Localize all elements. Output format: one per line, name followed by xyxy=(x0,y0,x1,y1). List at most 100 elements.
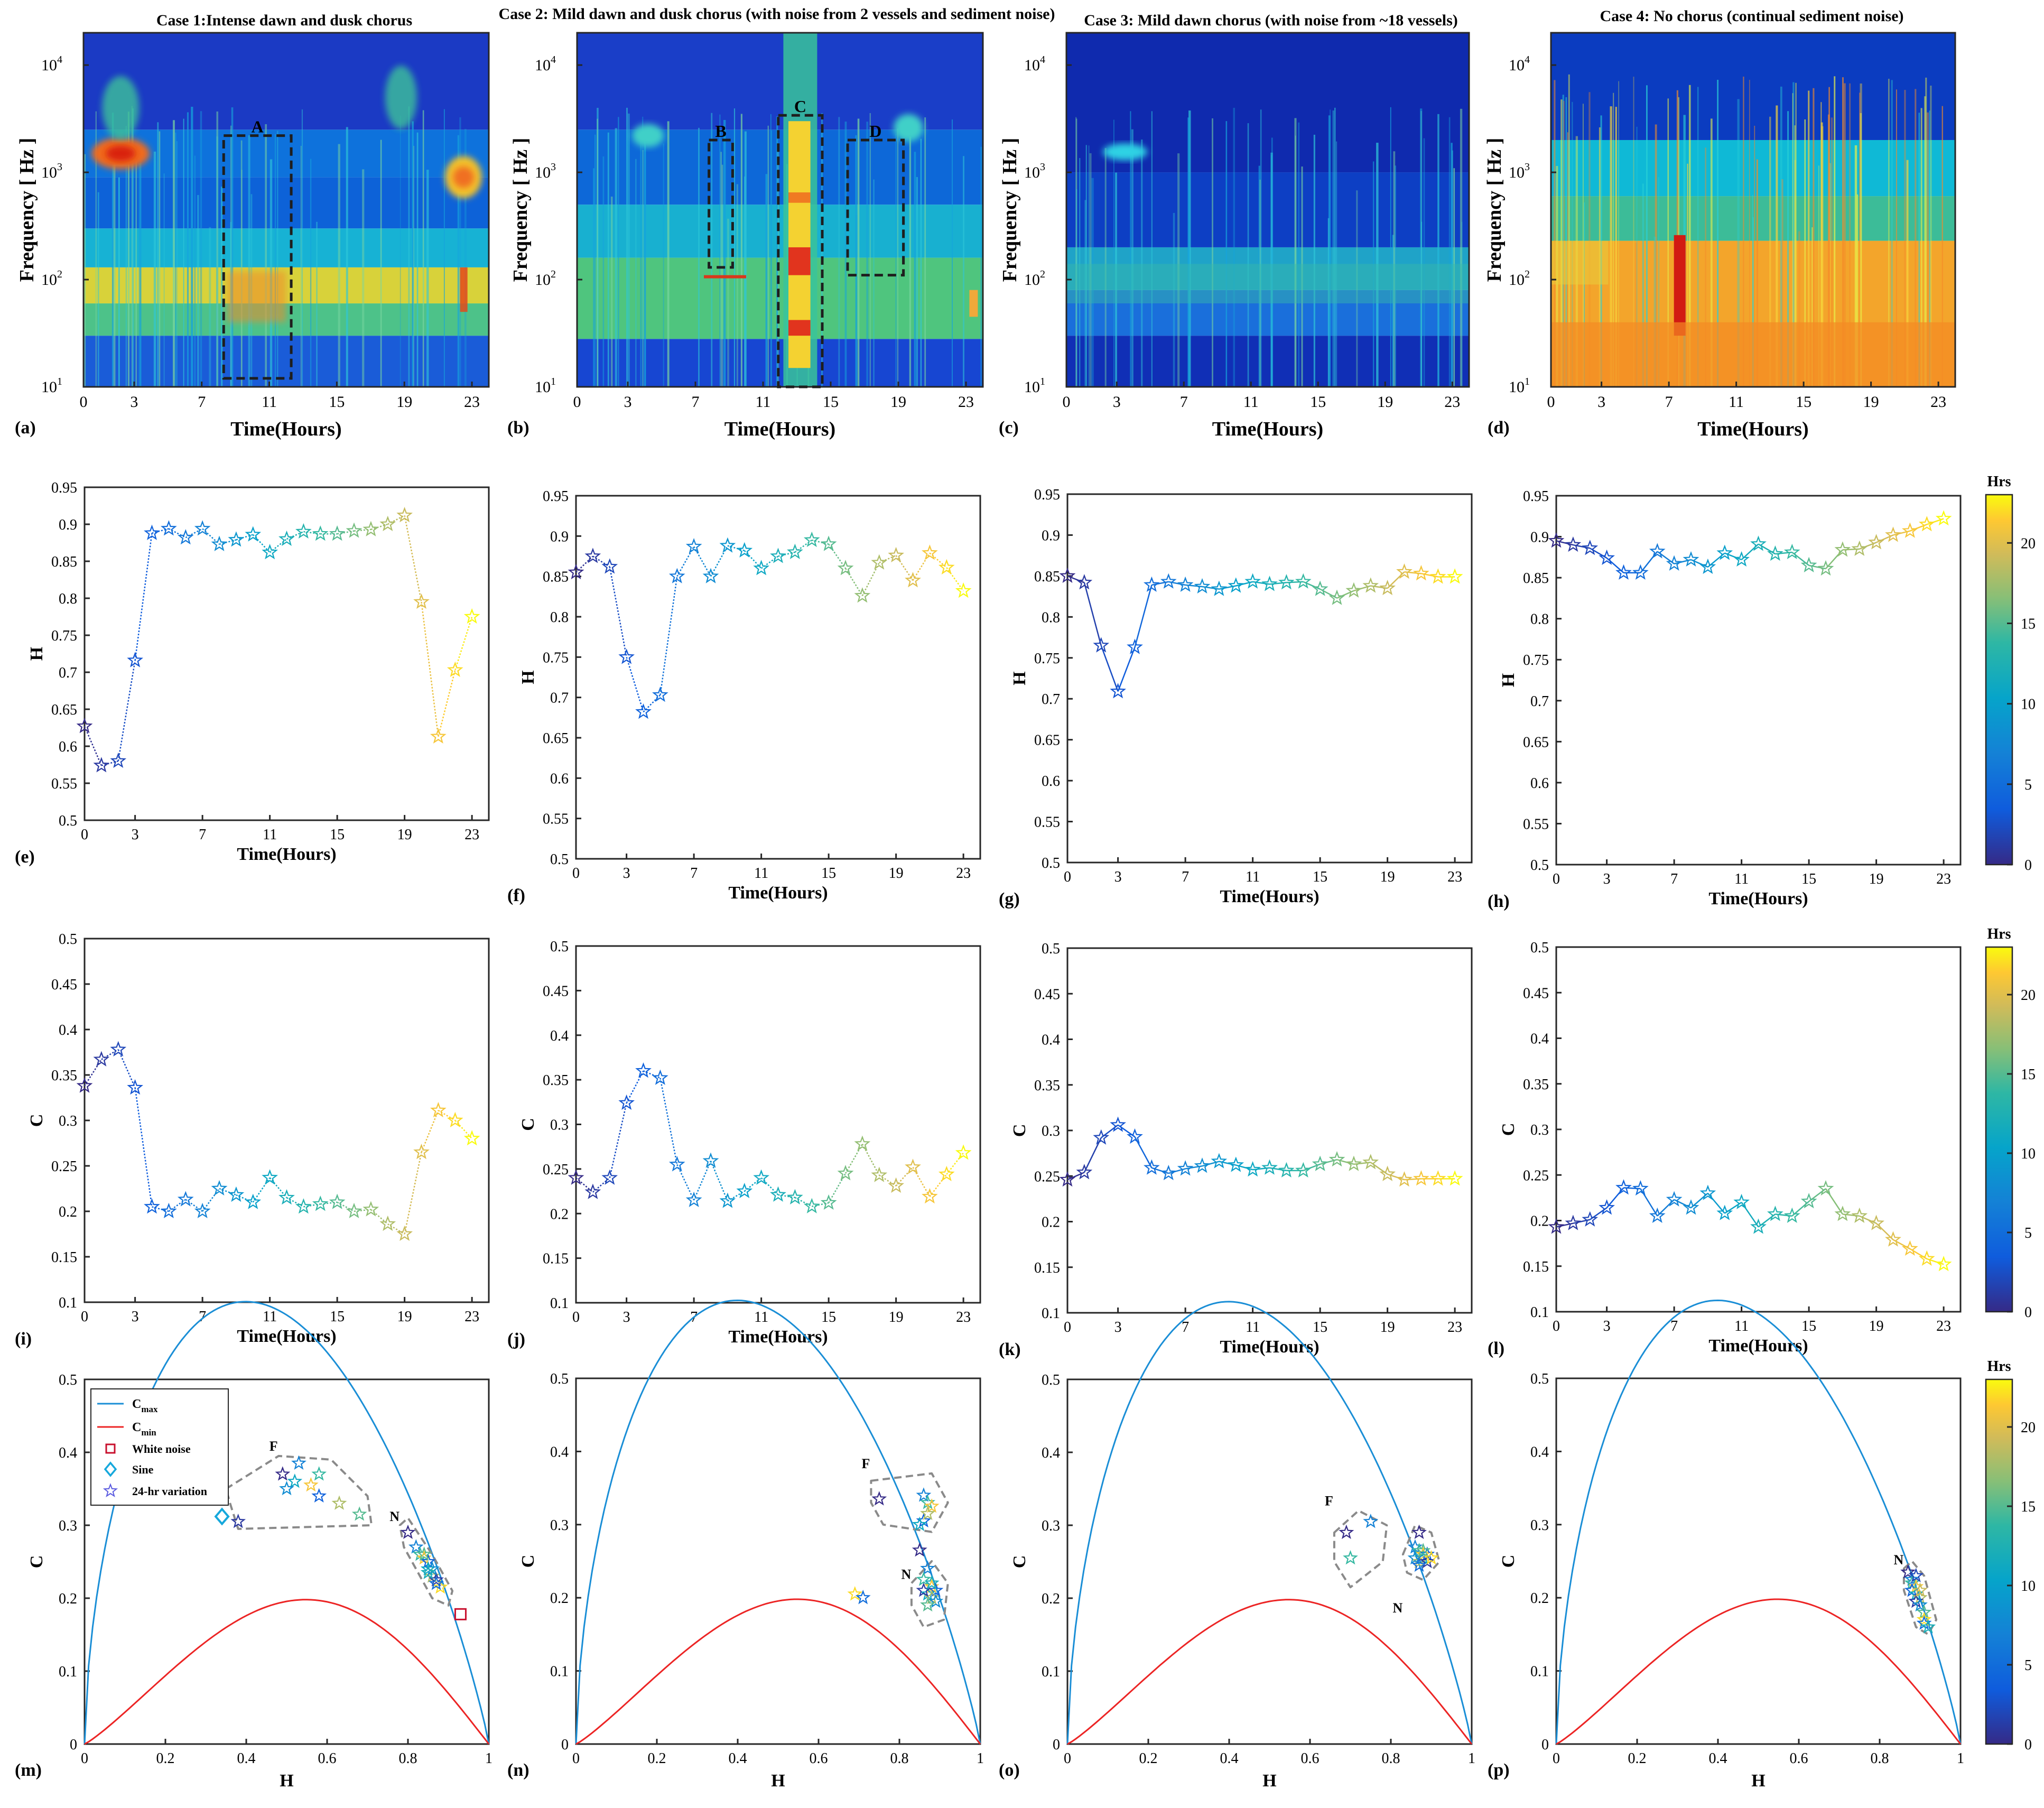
spec-streak xyxy=(1804,119,1806,387)
x-axis-label: Time(Hours) xyxy=(237,845,336,864)
spectrogram-2: 0 3 7 11 15 19 23 101 102 103 104 Time(Hours) Freque… xyxy=(507,32,984,440)
data-point xyxy=(1110,1116,1126,1132)
spec-streak xyxy=(1842,77,1844,387)
plot-frame xyxy=(1066,1378,1473,1745)
spec-streak xyxy=(159,131,161,387)
y-tick-label: 0.65 xyxy=(1034,733,1060,749)
series-line-segment xyxy=(1741,1202,1759,1228)
chorus-core xyxy=(106,145,136,162)
data-point xyxy=(93,1051,110,1067)
legend-cmax-sub: max xyxy=(141,1404,158,1414)
y-tick-label: 102 xyxy=(535,268,556,289)
x-tick-label: 15 xyxy=(330,1309,345,1325)
spec-streak xyxy=(1794,125,1796,387)
x-tick-label: 19 xyxy=(1869,871,1884,887)
spec-band xyxy=(1066,336,1469,387)
series-line-segment xyxy=(676,1164,695,1201)
data-point xyxy=(76,718,93,734)
y-axis-label: C xyxy=(1499,1123,1518,1136)
data-point xyxy=(719,1192,736,1208)
y-tick-label: 0.2 xyxy=(1042,1591,1060,1607)
spec-streak xyxy=(183,118,184,387)
spec-band xyxy=(1066,264,1469,304)
cluster-outline-F xyxy=(225,1454,373,1530)
y-axis-label: C xyxy=(518,1555,538,1568)
colorbar-tick-label: 10 xyxy=(2021,1578,2036,1594)
x-tick-label: 7 xyxy=(1180,393,1188,411)
series-line-segment xyxy=(1825,1188,1843,1215)
spec-streak xyxy=(240,140,243,387)
x-tick-label: 0.4 xyxy=(1709,1750,1727,1767)
y-tick-label: 0.55 xyxy=(1523,816,1549,832)
x-tick-label: 3 xyxy=(1603,871,1611,887)
y-tick-label: 0.1 xyxy=(1530,1664,1549,1680)
y-tick-label: 0.25 xyxy=(1523,1167,1549,1184)
spectrogram-image xyxy=(1066,33,1469,387)
spec-streak xyxy=(1831,117,1833,387)
y-tick-label: 0.2 xyxy=(59,1591,77,1607)
legend-box xyxy=(90,1388,229,1506)
y-tick-label: 0.7 xyxy=(59,665,77,681)
data-point xyxy=(601,1169,618,1185)
x-tick-label: 0 xyxy=(1063,393,1071,411)
spec-streak xyxy=(1843,83,1846,387)
series-line-segment xyxy=(1083,582,1102,646)
spec-band xyxy=(83,228,489,267)
panel-label: (m) xyxy=(15,1760,42,1780)
y-tick-label: 103 xyxy=(1024,161,1045,181)
x-tick-label: 15 xyxy=(1313,869,1327,885)
spec-streak xyxy=(1328,115,1331,387)
panel-label: (h) xyxy=(1488,892,1510,911)
cluster-label-N: N xyxy=(902,1567,912,1582)
x-tick-label: 1 xyxy=(1957,1750,1964,1767)
spec-band xyxy=(83,33,489,130)
spec-streak xyxy=(464,128,467,387)
series-line-segment xyxy=(303,531,321,535)
spec-streak xyxy=(1259,179,1261,387)
x-axis-label: Time(Hours) xyxy=(230,418,341,440)
spec-streak xyxy=(1452,150,1453,387)
x-tick-label: 11 xyxy=(756,393,771,411)
panel-label: (g) xyxy=(999,889,1020,909)
data-point xyxy=(312,1195,329,1211)
y-tick-label: 0.95 xyxy=(1523,488,1549,505)
data-point xyxy=(1244,573,1261,589)
cecp-point xyxy=(1415,1546,1431,1561)
h-plot-4: 0.5 0.55 0.6 0.65 0.7 0.75 0.8 0.85 0.9 0.95 0 3 7 11… xyxy=(1488,488,1962,911)
spec-streak xyxy=(855,135,857,387)
data-point xyxy=(262,1169,278,1185)
y-tick-label: 104 xyxy=(41,54,62,74)
y-tick-label: 0.65 xyxy=(1523,734,1549,750)
data-point xyxy=(888,1177,904,1193)
data-point xyxy=(1177,1160,1194,1176)
data-point xyxy=(702,568,719,583)
cluster-outline-N xyxy=(398,1517,454,1607)
x-tick-label: 11 xyxy=(1729,393,1744,411)
cecp-plot-2: 0 0.1 0.2 0.3 0.4 0.5 0 0.2 0.4 0.6 0.8 1 F N H C (n) xyxy=(507,1299,984,1791)
data-point xyxy=(430,1101,447,1118)
colorbar-tick-label: 15 xyxy=(2021,1067,2036,1083)
x-tick-label: 0.2 xyxy=(1628,1750,1647,1767)
y-tick-label: 0.5 xyxy=(1530,857,1549,874)
data-point xyxy=(736,542,753,558)
data-point xyxy=(1918,516,1935,532)
cluster-outline-N xyxy=(1401,1524,1441,1581)
spec-streak xyxy=(1115,172,1117,387)
y-axis-label: H xyxy=(518,670,538,684)
data-point xyxy=(1429,1170,1446,1186)
y-tick-label: 0.15 xyxy=(1523,1259,1549,1275)
y-tick-label: 0.45 xyxy=(543,983,569,999)
y-tick-label: 0.2 xyxy=(1530,1590,1549,1607)
data-point xyxy=(379,1215,396,1231)
spec-streak xyxy=(1233,108,1235,387)
y-tick-label: 0.4 xyxy=(1042,1445,1060,1461)
series-line-segment xyxy=(1606,1187,1624,1209)
spec-streak xyxy=(1918,113,1920,387)
data-point xyxy=(1783,1207,1800,1223)
y-tick-label: 104 xyxy=(1509,54,1530,74)
spec-streak xyxy=(740,114,742,387)
spec-streak xyxy=(426,170,429,387)
x-tick-label: 0.6 xyxy=(318,1750,337,1767)
box-D xyxy=(846,138,905,277)
